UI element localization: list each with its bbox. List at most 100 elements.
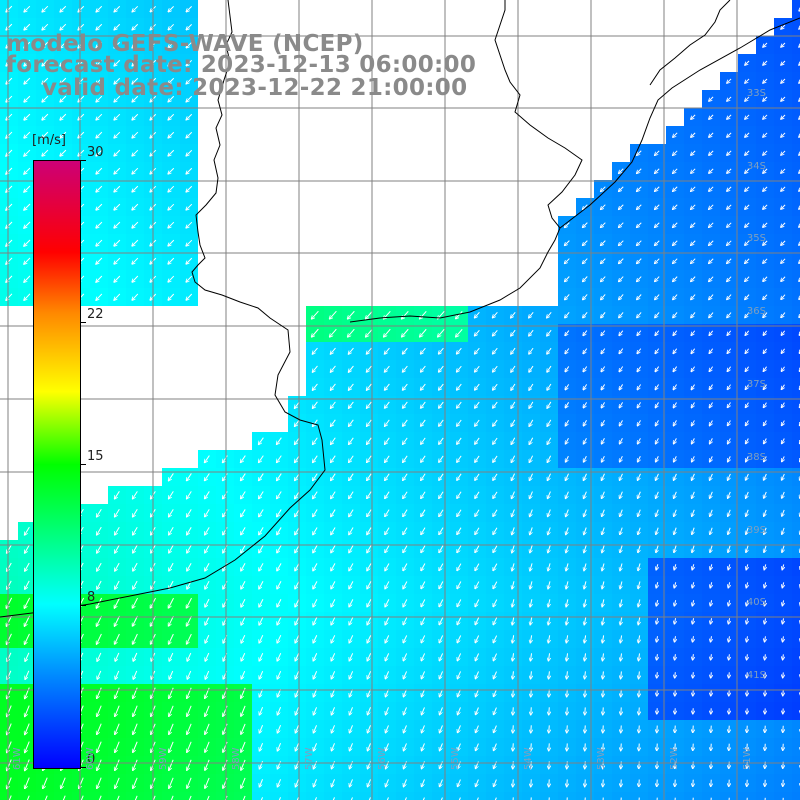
wind-arrow [621,689,622,696]
wind-speed-cell [792,216,800,234]
wind-speed-cell [792,522,800,540]
wind-arrow [585,707,586,714]
longitude-label: 61W [12,747,23,770]
wind-arrow [657,725,658,733]
wind-speed-cell [792,738,800,756]
latitude-label: 40S [746,597,766,608]
wind-arrow [603,725,604,732]
wind-speed-cell [792,540,800,558]
wind-speed-cell [792,324,800,342]
wind-speed-cell [792,108,800,126]
wind-speed-cell [396,792,414,800]
wind-arrow [711,743,712,751]
wind-speed-cell [18,792,36,800]
wind-arrow [621,725,622,732]
wind-speed-cell [108,792,126,800]
wind-speed-cell [792,504,800,522]
wind-speed-cell [324,792,342,800]
wind-speed-cell [792,144,800,162]
wind-arrow [747,779,748,787]
wind-speed-cell [36,792,54,800]
wind-speed-cell [306,792,324,800]
wind-speed-cell [342,792,360,800]
latitude-label: 36S [746,306,766,317]
forecast-date: forecast date: 2023-12-13 06:00:00 [6,52,477,78]
wind-arrow [531,707,532,714]
wind-arrow [513,779,514,786]
wind-arrow [603,707,604,714]
wind-arrow [585,725,586,732]
wind-speed-cell [486,792,504,800]
wind-arrow [549,707,550,714]
wind-speed-cell [792,396,800,414]
wind-arrow [567,725,568,732]
wind-speed-cell [792,486,800,504]
wind-speed-cell [792,270,800,288]
wind-speed-cell [792,702,800,720]
wind-arrow [549,779,550,786]
longitude-label: 52W [669,747,680,770]
wind-speed-cell [792,468,800,486]
wind-speed-cell [414,792,432,800]
wind-arrow [531,779,532,786]
wind-arrow [783,743,784,750]
wind-arrow [603,779,604,787]
wind-speed-cell [792,792,800,800]
colorbar-tick [80,160,86,161]
wind-speed-cell [792,198,800,216]
wind-arrow [531,725,532,732]
latitude-label: 33S [746,88,766,99]
wind-arrow [621,779,622,787]
wind-speed-cell [792,576,800,594]
wind-speed-cell [792,432,800,450]
wind-arrow [729,725,730,733]
wind-arrow [765,725,766,733]
wind-arrow [639,743,640,751]
wind-speed-cell [0,792,18,800]
latitude-label: 41S [746,670,766,681]
wind-arrow [639,779,640,787]
wind-speed-cell [432,792,450,800]
wind-speed-cell [792,612,800,630]
wind-speed-cell [792,558,800,576]
wind-arrow [513,725,514,732]
wind-arrow [783,779,784,786]
wind-arrow [657,743,658,751]
wind-speed-cell [234,792,252,800]
wind-speed-cell [792,180,800,198]
colorbar-tick-label: 8 [87,590,96,606]
wind-speed-cell [252,792,270,800]
wind-arrow [693,743,694,751]
wind-speed-cell [792,72,800,90]
wind-arrow [657,690,658,696]
longitude-label: 54W [523,747,534,770]
wind-speed-cell [288,792,306,800]
colorbar-tick [80,463,86,465]
wind-arrow [567,707,568,714]
wind-arrow [711,725,712,733]
wind-speed-cell [792,306,800,324]
wind-speed-cell [54,792,72,800]
longitude-label: 55W [450,747,461,770]
wind-speed-cell [792,288,800,306]
wind-arrow [729,672,730,677]
wind-arrow [639,707,640,714]
wind-speed-cell [126,792,144,800]
colorbar-tick-label: 15 [87,448,104,464]
wind-arrow [783,672,784,677]
wind-arrow [675,779,676,787]
wind-arrow [549,743,550,750]
wind-speed-cell [792,162,800,180]
wind-speed-cell [792,234,800,252]
wind-arrow [549,761,550,768]
wind-arrow [621,707,622,714]
longitude-label: 59W [158,747,169,770]
latitude-label: 38S [746,452,766,463]
wind-speed-cell [792,90,800,108]
wind-arrow [567,779,568,786]
wind-speed-cell [792,684,800,702]
wind-speed-cell [792,54,800,72]
longitude-label: 56W [377,747,388,770]
wind-speed-cell [792,648,800,666]
